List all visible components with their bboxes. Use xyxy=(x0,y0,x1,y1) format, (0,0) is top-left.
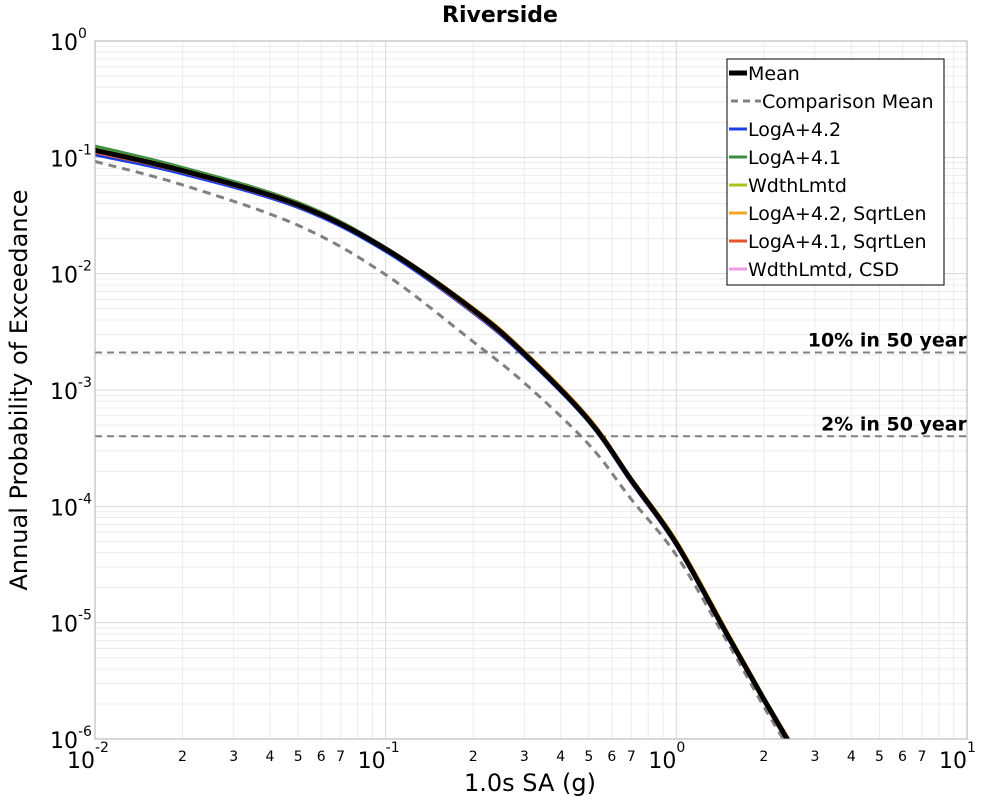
x-minor-tick-label: 6 xyxy=(317,749,326,765)
y-major-tick-label: 10 xyxy=(50,147,78,172)
legend-box xyxy=(726,58,945,286)
x-minor-tick-label: 2 xyxy=(178,749,187,765)
reference-lines: 10% in 50 year 2% in 50 year xyxy=(95,330,968,438)
y-major-tick-label: 10 xyxy=(50,380,78,405)
plot-frame xyxy=(94,40,968,740)
series-lines xyxy=(95,144,791,739)
chart-title: Riverside xyxy=(442,3,558,28)
legend-label: Comparison Mean xyxy=(762,91,934,113)
y-axis-label: Annual Probability of Exceedance xyxy=(5,189,33,590)
reference-line-label: 10% in 50 year xyxy=(808,330,968,352)
y-major-tick-label: 10 xyxy=(50,729,78,754)
legend-label: WdthLmtd xyxy=(748,175,847,197)
x-minor-tick-label: 2 xyxy=(759,749,768,765)
y-major-tick-label: 10 xyxy=(50,264,78,289)
x-major-tick-label: 10 xyxy=(648,749,676,774)
y-major-tick-exponent: -3 xyxy=(78,375,92,391)
y-major-tick-label: 10 xyxy=(50,613,78,638)
x-major-tick-label: 10 xyxy=(67,749,95,774)
x-major-tick-exponent: -1 xyxy=(386,740,400,756)
series-line-mean xyxy=(95,147,791,739)
y-major-tick-exponent: -5 xyxy=(78,608,92,624)
legend-label: LogA+4.1, SqrtLen xyxy=(748,231,927,253)
x-minor-tick-label: 7 xyxy=(627,749,636,765)
y-major-tick-label: 10 xyxy=(50,31,78,56)
x-minor-tick-label: 2 xyxy=(469,749,478,765)
x-minor-tick-label: 6 xyxy=(898,749,907,765)
x-major-tick-label: 10 xyxy=(358,749,386,774)
x-major-tick-exponent: 0 xyxy=(676,740,685,756)
y-major-tick-exponent: -4 xyxy=(78,491,92,507)
x-axis-label: 1.0s SA (g) xyxy=(464,769,596,797)
x-major-tick-exponent: -2 xyxy=(95,740,109,756)
x-minor-tick-label: 4 xyxy=(266,749,275,765)
legend: Mean Comparison Mean LogA+4.2 LogA+4.1 WdthL… xyxy=(726,58,945,286)
x-minor-tick-label: 3 xyxy=(520,749,529,765)
x-minor-tick-label: 7 xyxy=(918,749,927,765)
y-major-tick-label: 10 xyxy=(50,496,78,521)
x-minor-tick-label: 5 xyxy=(584,749,593,765)
legend-label: LogA+4.2, SqrtLen xyxy=(748,203,927,225)
x-major-tick-label: 10 xyxy=(939,749,967,774)
legend-label: Mean xyxy=(748,63,800,85)
x-major-tick-exponent: 1 xyxy=(967,740,976,756)
x-minor-tick-label: 6 xyxy=(607,749,616,765)
y-major-tick-exponent: -6 xyxy=(78,724,92,740)
x-minor-tick-label: 5 xyxy=(875,749,884,765)
legend-label: WdthLmtd, CSD xyxy=(748,259,899,281)
y-major-tick-exponent: -2 xyxy=(78,259,92,275)
legend-label: LogA+4.1 xyxy=(748,147,841,169)
x-minor-tick-label: 4 xyxy=(847,749,856,765)
x-minor-tick-label: 3 xyxy=(811,749,820,765)
reference-line-label: 2% in 50 year xyxy=(821,413,968,435)
y-major-tick-exponent: 0 xyxy=(78,26,87,42)
legend-label: LogA+4.2 xyxy=(748,119,841,141)
x-minor-tick-label: 3 xyxy=(229,749,238,765)
x-minor-tick-label: 4 xyxy=(556,749,565,765)
x-minor-tick-label: 7 xyxy=(336,749,345,765)
x-minor-tick-label: 5 xyxy=(294,749,303,765)
y-major-tick-exponent: -1 xyxy=(78,142,92,158)
